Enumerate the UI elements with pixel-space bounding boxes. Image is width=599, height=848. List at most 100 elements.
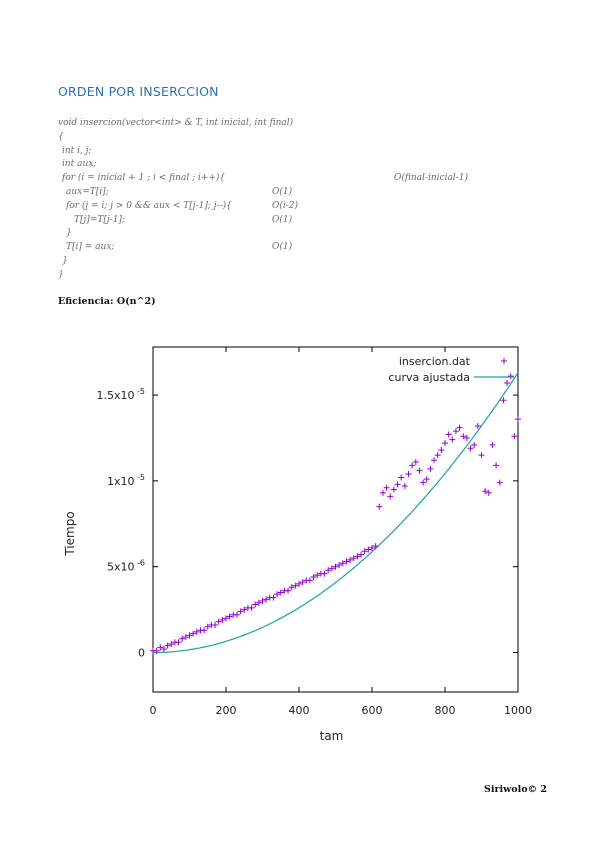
- complexity-annotation: O(1): [272, 214, 293, 225]
- data-point: [401, 483, 408, 490]
- data-point: [442, 440, 448, 447]
- data-point: [500, 397, 507, 404]
- data-point: [511, 433, 518, 440]
- data-point: [339, 560, 346, 567]
- data-point: [409, 462, 416, 469]
- data-point: [449, 436, 456, 443]
- data-point: [179, 635, 186, 642]
- data-point: [405, 471, 412, 478]
- data-point: [390, 486, 397, 493]
- data-point: [358, 551, 365, 558]
- code-text: }: [66, 228, 72, 239]
- code-line: void insercion(vector<int> & T, int inic…: [58, 118, 538, 132]
- code-line: T[j]=T[j-1]; O(1): [58, 215, 538, 229]
- data-point: [274, 591, 281, 598]
- data-point: [325, 567, 332, 574]
- data-point: [504, 380, 511, 387]
- data-point: [416, 467, 423, 474]
- code-line: }: [58, 256, 538, 270]
- code-text: {: [58, 131, 64, 142]
- code-line: }: [58, 228, 538, 242]
- complexity-annotation: O(i-2): [272, 200, 299, 211]
- data-point: [306, 577, 313, 584]
- data-point: [445, 431, 452, 438]
- code-text: void insercion(vector<int> & T, int inic…: [58, 118, 294, 128]
- data-point: [434, 452, 441, 459]
- code-text: }: [58, 269, 64, 280]
- data-point: [321, 570, 328, 577]
- data-point: [219, 616, 226, 623]
- data-point: [350, 555, 357, 562]
- code-line: for (i = inicial + 1 ; i < final ; i++){…: [58, 173, 538, 187]
- data-point: [478, 452, 485, 459]
- data-point: [467, 445, 474, 452]
- code-text: aux=T[i];: [66, 186, 109, 197]
- data-point: [299, 579, 306, 586]
- data-point: [270, 594, 277, 601]
- data-point: [241, 606, 248, 613]
- data-point: [482, 488, 489, 495]
- data-point: [507, 373, 514, 380]
- data-point: [471, 441, 478, 448]
- code-line: aux=T[i]; O(1): [58, 187, 538, 201]
- data-point: [237, 608, 244, 615]
- code-line: }: [58, 270, 538, 284]
- legend-label-insercion: insercion.dat: [399, 355, 471, 368]
- data-point: [248, 604, 255, 611]
- data-point: [420, 479, 427, 486]
- x-tick-label: 600: [362, 704, 383, 717]
- data-point: [263, 596, 270, 603]
- code-line: for (j = i; j > 0 && aux < T[j-1]; j--){…: [58, 201, 538, 215]
- data-point: [376, 503, 383, 510]
- data-point: [515, 416, 521, 423]
- data-point: [255, 599, 262, 606]
- data-point: [427, 465, 434, 472]
- code-text: for (j = i; j > 0 && aux < T[j-1]; j--){: [66, 200, 232, 211]
- data-point: [332, 563, 339, 570]
- code-listing: void insercion(vector<int> & T, int inic…: [58, 118, 538, 284]
- data-point: [212, 622, 219, 629]
- data-point: [252, 601, 259, 608]
- x-tick-label: 400: [289, 704, 310, 717]
- data-point: [387, 493, 394, 500]
- data-point: [369, 544, 375, 551]
- data-point: [383, 484, 390, 491]
- data-point: [233, 611, 240, 618]
- data-point: [314, 572, 321, 579]
- data-point: [160, 646, 167, 653]
- code-text: }: [62, 255, 68, 266]
- data-point: [182, 634, 189, 641]
- data-point: [423, 476, 430, 483]
- data-point: [398, 474, 405, 481]
- code-text: for (i = inicial + 1 ; i < final ; i++){: [62, 173, 226, 184]
- data-point: [489, 441, 496, 448]
- data-point: [336, 561, 343, 568]
- data-point: [379, 489, 386, 496]
- footer-signature: Siriwolo© 2: [484, 784, 547, 795]
- data-point: [310, 574, 317, 580]
- data-point: [190, 630, 197, 637]
- data-point: [153, 647, 160, 654]
- x-tick-label: 200: [216, 704, 237, 717]
- data-point: [372, 543, 379, 550]
- data-point: [168, 640, 175, 647]
- data-point: [394, 481, 401, 488]
- data-point: [365, 546, 372, 553]
- data-point: [175, 639, 182, 646]
- data-point: [474, 422, 481, 429]
- data-point: [438, 446, 445, 453]
- insertion-sort-chart: 0 200 400 600 800 1000 0 5x10 -6 1x10 -5 1.5x10 -…: [63, 346, 532, 743]
- data-point: [157, 644, 164, 651]
- data-point: [193, 628, 200, 635]
- data-point: [456, 424, 463, 431]
- complexity-annotation: O(final-inicial-1): [394, 173, 468, 184]
- data-point: [493, 462, 500, 469]
- data-point: [226, 613, 233, 620]
- code-text: int aux;: [62, 159, 97, 170]
- data-point: [328, 565, 335, 572]
- data-point: [288, 584, 295, 591]
- x-axis-label: tam: [320, 729, 344, 743]
- code-line: {: [58, 132, 538, 146]
- data-point: [292, 582, 299, 589]
- data-point: [354, 553, 361, 560]
